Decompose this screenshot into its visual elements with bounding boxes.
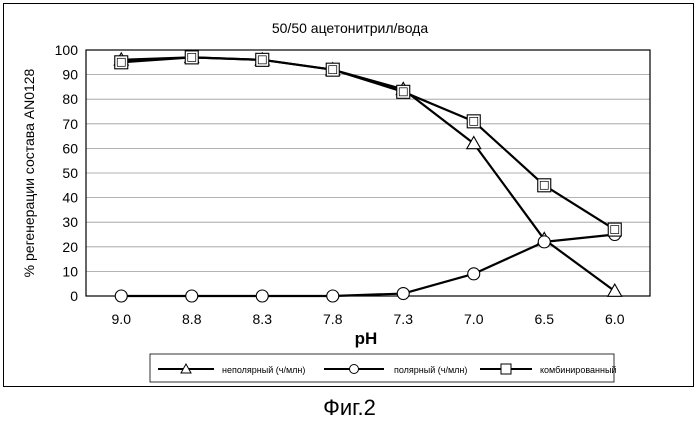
data-point-square: [184, 50, 199, 65]
legend-label: неполярный (ч/млн): [222, 365, 305, 375]
y-tick-label: 90: [62, 67, 78, 83]
legend-marker: [500, 363, 512, 375]
legend-entry-square: комбинированный: [480, 363, 616, 375]
series-line-square: [121, 56, 616, 231]
data-point-square-inner: [539, 180, 549, 190]
data-point-square: [396, 84, 411, 99]
legend-entry-circle: полярный (ч/млн): [324, 364, 467, 375]
legend-marker: [180, 362, 192, 374]
chart-frame: [3, 3, 694, 387]
y-tick-label: 20: [62, 239, 78, 255]
y-tick-label: 50: [62, 165, 78, 181]
data-point-circle: [255, 289, 269, 303]
data-point-square: [325, 62, 340, 77]
x-tick-label: 6.5: [535, 311, 555, 327]
data-point-circle: [467, 267, 481, 281]
data-point-triangle: [465, 135, 482, 150]
x-tick-label: 8.8: [182, 311, 202, 327]
figure-caption: Фиг.2: [323, 395, 376, 420]
data-point-square-inner: [398, 87, 408, 97]
y-tick-label: 80: [62, 91, 78, 107]
plot-area: [85, 49, 651, 297]
y-tick-label: 70: [62, 116, 78, 132]
data-point-square-inner: [328, 65, 338, 75]
legend-entry-triangle: неполярный (ч/млн): [158, 362, 305, 375]
x-tick-label: 7.0: [464, 311, 484, 327]
y-axis-label: % регенерации состава AN0128: [21, 68, 37, 277]
y-tick-label: 10: [62, 263, 78, 279]
data-point-circle: [537, 235, 551, 249]
y-tick-label: 100: [55, 42, 79, 58]
legend-label: полярный (ч/млн): [394, 365, 467, 375]
series-line-triangle: [121, 56, 616, 292]
y-tick-label: 30: [62, 214, 78, 230]
y-tick-label: 40: [62, 190, 78, 206]
data-point-square: [607, 222, 622, 237]
x-tick-label: 8.3: [253, 311, 273, 327]
series-circle: [114, 227, 622, 303]
series-line-circle: [121, 233, 615, 298]
series-square: [114, 50, 622, 237]
data-point-square-inner: [610, 225, 620, 234]
y-tick-label: 60: [62, 140, 78, 156]
data-point-circle: [185, 289, 199, 303]
data-point-square-inner: [469, 116, 479, 126]
data-point-square: [537, 178, 552, 193]
data-point-square-inner: [257, 55, 267, 65]
data-point-square-inner: [187, 53, 197, 62]
x-tick-label: 9.0: [112, 311, 132, 327]
data-point-square: [255, 52, 270, 67]
x-tick-label: 7.3: [394, 311, 414, 327]
data-point-triangle: [606, 282, 623, 297]
chart-title: 50/50 ацетонитрил/вода: [272, 20, 428, 36]
data-point-circle: [396, 286, 410, 301]
legend-label: комбинированный: [540, 365, 616, 375]
y-tick-label: 0: [70, 288, 78, 304]
data-point-circle: [326, 289, 340, 303]
x-tick-label: 6.0: [605, 311, 625, 327]
data-point-square: [114, 55, 129, 70]
data-point-square-inner: [116, 57, 126, 67]
x-axis-label: pH: [355, 329, 378, 348]
legend-marker: [349, 364, 359, 374]
data-point-square: [466, 114, 481, 129]
x-tick-label: 7.8: [323, 311, 343, 327]
data-point-circle: [114, 289, 128, 303]
